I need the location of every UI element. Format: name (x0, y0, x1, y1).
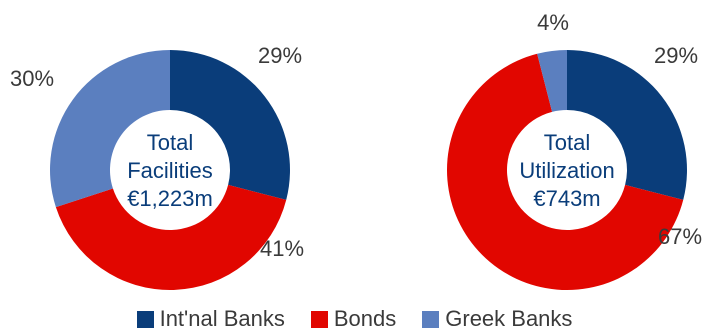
donut-chart-2: Total Utilization €743m 29% 67% 4% (446, 10, 702, 290)
donut-chart-1: Total Facilities €1,223m 29% 41% 30% (10, 43, 304, 291)
legend-label-bonds: Bonds (333, 306, 397, 331)
donut-1-label-intl-banks: 29% (258, 43, 302, 68)
donut-1-label-bonds: 41% (260, 236, 304, 261)
donut-2-label-intl-banks: 29% (654, 43, 698, 68)
legend-label-greek-banks: Greek Banks (445, 306, 573, 331)
donut-1-center-text-line-2: Facilities (127, 158, 213, 183)
legend: Int'nal Banks Bonds Greek Banks (0, 304, 709, 334)
donut-2-slice-greek-banks (537, 50, 567, 112)
donut-2-label-greek-banks: 4% (537, 10, 569, 35)
donut-2-slice-intl-banks (567, 50, 687, 200)
donut-2-center-text-line-2: Utilization (519, 158, 614, 183)
legend-label-intl-banks: Int'nal Banks (159, 306, 285, 331)
donut-2-center-text-line-1: Total (544, 130, 590, 155)
donut-2-label-bonds: 67% (658, 224, 702, 249)
legend-swatch-intl-banks (136, 310, 154, 328)
donut-2-center-text-line-3: €743m (533, 186, 600, 211)
legend-swatch-greek-banks (422, 310, 440, 328)
legend-item-bonds: Bonds (310, 306, 397, 332)
legend-item-greek-banks: Greek Banks (422, 306, 572, 332)
donut-1-slice-intl-banks (170, 50, 290, 200)
donut-1-center-text-line-3: €1,223m (127, 186, 213, 211)
donut-1-slice-greek-banks (49, 50, 170, 208)
donut-1-label-greek-banks: 30% (10, 66, 54, 91)
donut-1-slice-bonds (55, 184, 287, 291)
donut-1-center-text-line-1: Total (147, 130, 193, 155)
legend-item-intl-banks: Int'nal Banks (136, 306, 285, 332)
donut-2-slice-bonds (446, 53, 684, 290)
legend-swatch-bonds (310, 310, 328, 328)
